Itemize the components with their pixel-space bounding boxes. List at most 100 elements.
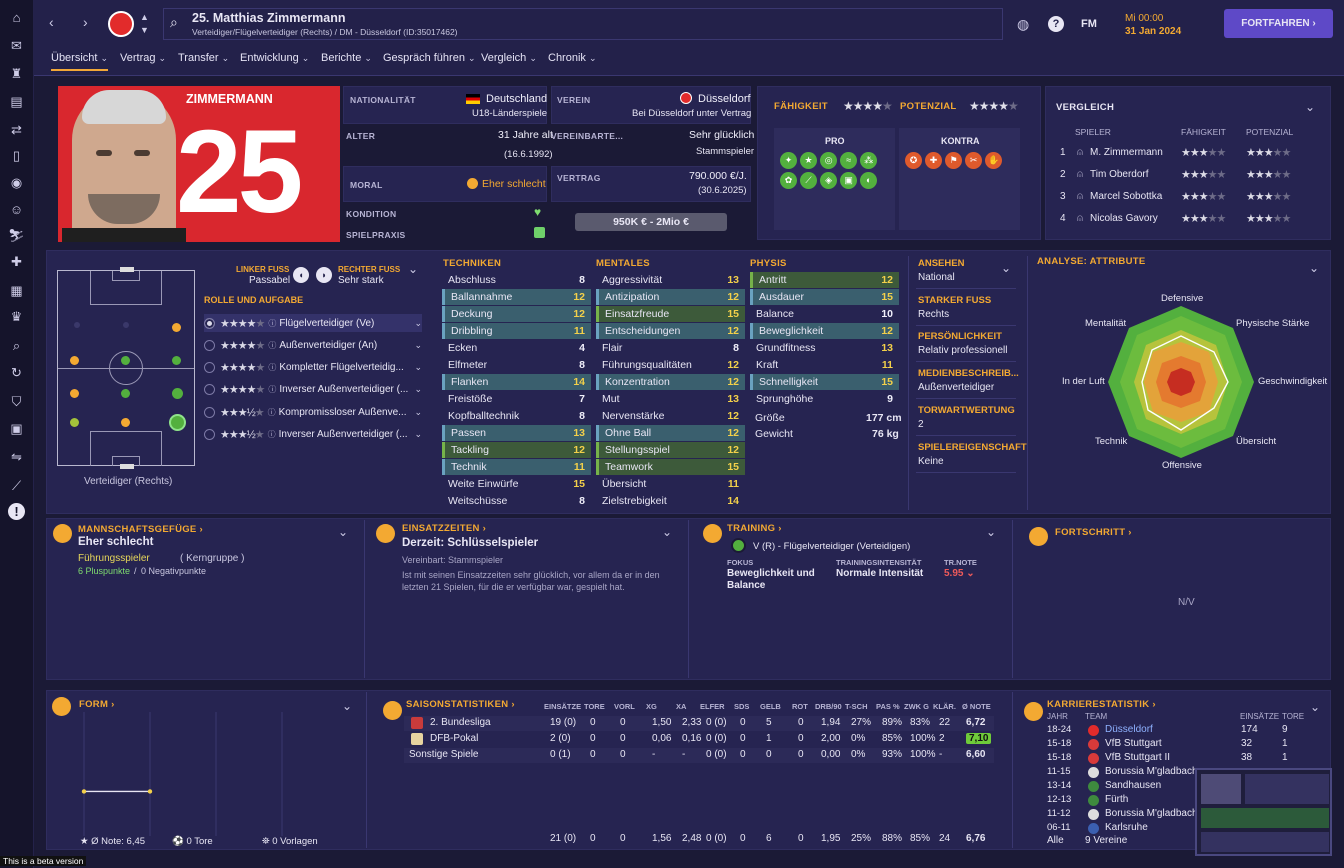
- progress-title[interactable]: FORTSCHRITT ›: [1055, 527, 1132, 538]
- radar-chevron-icon[interactable]: ⌄: [1309, 261, 1320, 275]
- attribute-row[interactable]: Passen 13: [442, 425, 591, 441]
- club-icon[interactable]: ⛉: [11, 394, 22, 409]
- pro-trait-icon[interactable]: ◈: [820, 172, 838, 189]
- pro-trait-icon[interactable]: ◐: [860, 172, 878, 189]
- tab-compare[interactable]: Vergleich ⌄: [481, 52, 537, 64]
- attribute-row[interactable]: Konzentration 12: [596, 374, 745, 390]
- role-option[interactable]: ★★★½★ ⓘ Kompromissloser Außenve... ⌄: [204, 403, 422, 421]
- career-team[interactable]: Karlsruhe: [1105, 822, 1148, 833]
- training-title[interactable]: TRAINING ›: [727, 523, 782, 534]
- forward-icon[interactable]: ›: [83, 14, 88, 30]
- training-chevron-icon[interactable]: ⌄: [986, 525, 997, 539]
- role-option[interactable]: ★★★½★ ⓘ Inverser Außenverteidiger (... ⌄: [204, 426, 422, 444]
- contract-value[interactable]: 790.000 €/J.: [689, 170, 747, 182]
- pro-trait-icon[interactable]: ✦: [780, 152, 797, 169]
- current-position-dot[interactable]: [169, 414, 186, 431]
- scouting-icon[interactable]: ▯: [12, 148, 21, 163]
- compare-player-name[interactable]: Tim Oberdorf: [1090, 169, 1149, 180]
- playtime-title[interactable]: EINSATZZEITEN ›: [402, 523, 487, 534]
- info-chevron-icon[interactable]: ⌄: [1001, 261, 1012, 275]
- role-chevron-icon[interactable]: ⌄: [414, 362, 422, 373]
- career-team[interactable]: VfB Stuttgart II: [1105, 752, 1171, 763]
- position-dot[interactable]: [121, 389, 130, 398]
- back-icon[interactable]: ‹: [49, 14, 54, 30]
- role-radio[interactable]: [204, 362, 215, 374]
- attribute-row[interactable]: Aggressivität 13: [596, 272, 745, 288]
- role-chevron-icon[interactable]: ⌄: [414, 406, 422, 417]
- attribute-row[interactable]: Entscheidungen 12: [596, 323, 745, 339]
- competition-name[interactable]: DFB-Pokal: [430, 733, 479, 744]
- role-radio[interactable]: [204, 384, 215, 396]
- attribute-row[interactable]: Freistöße 7: [442, 391, 591, 407]
- career-team[interactable]: Borussia M'gladbach: [1105, 766, 1198, 777]
- contra-trait-icon[interactable]: ✂: [965, 152, 983, 169]
- attribute-row[interactable]: Abschluss 8: [442, 272, 591, 288]
- form-point[interactable]: [81, 789, 87, 794]
- attribute-row[interactable]: Flair 8: [596, 340, 745, 356]
- attribute-row[interactable]: Antizipation 12: [596, 289, 745, 305]
- football-icon[interactable]: ◍: [1017, 16, 1030, 32]
- career-team[interactable]: Borussia M'gladbach: [1105, 808, 1198, 819]
- attribute-row[interactable]: Ausdauer 15: [750, 289, 899, 305]
- continue-button[interactable]: FORTFAHREN ›: [1224, 9, 1333, 38]
- attribute-row[interactable]: Kopfballtechnik 8: [442, 408, 591, 424]
- role-option[interactable]: ★★★★★ ⓘ Außenverteidiger (An) ⌄: [204, 336, 422, 354]
- tab-history[interactable]: Chronik ⌄: [548, 52, 597, 64]
- form-point[interactable]: [147, 789, 153, 794]
- contra-trait-icon[interactable]: ✪: [905, 152, 922, 169]
- compare-player-name[interactable]: M. Zimmermann: [1090, 147, 1163, 158]
- trophy-icon[interactable]: ♛: [10, 309, 23, 324]
- compare-chevron-icon[interactable]: ⌄: [1305, 100, 1316, 114]
- career-team[interactable]: VfB Stuttgart: [1105, 738, 1162, 749]
- role-radio[interactable]: [204, 339, 215, 351]
- role-radio[interactable]: [204, 406, 215, 418]
- attribute-row[interactable]: Deckung 12: [442, 306, 591, 322]
- pro-trait-icon[interactable]: ▣: [840, 172, 858, 189]
- attribute-row[interactable]: Mut 13: [596, 391, 745, 407]
- info-icon[interactable]: ⓘ: [268, 363, 277, 373]
- reports-icon[interactable]: ▤: [10, 94, 23, 109]
- tab-talk[interactable]: Gespräch führen ⌄: [383, 52, 476, 64]
- tactics-icon[interactable]: ◉: [10, 175, 23, 190]
- contra-trait-icon[interactable]: ✋: [985, 152, 1003, 169]
- attribute-row[interactable]: Sprunghöhe 9: [750, 391, 899, 407]
- compare-player-name[interactable]: Marcel Sobottka: [1090, 191, 1163, 202]
- season-stats-title[interactable]: SAISONSTATISTIKEN ›: [406, 699, 515, 710]
- staff-icon[interactable]: ☺: [9, 202, 24, 217]
- refresh-icon[interactable]: ↻: [11, 365, 22, 380]
- club-value[interactable]: Düsseldorf: [698, 93, 751, 105]
- chevron-down-icon[interactable]: ▼: [140, 25, 149, 35]
- home-icon[interactable]: ⌂: [12, 10, 21, 25]
- attribute-row[interactable]: Technik 11: [442, 459, 591, 475]
- pro-trait-icon[interactable]: ✿: [780, 172, 797, 189]
- competition-name[interactable]: 2. Bundesliga: [430, 717, 491, 728]
- form-title[interactable]: FORM ›: [79, 699, 115, 710]
- playtime-chevron-icon[interactable]: ⌄: [662, 525, 673, 539]
- attribute-row[interactable]: Zielstrebigkeit 14: [596, 493, 745, 509]
- tab-overview[interactable]: Übersicht ⌄: [51, 52, 109, 71]
- preview-thumbnail[interactable]: [1195, 768, 1332, 856]
- pro-trait-icon[interactable]: ◎: [820, 152, 838, 169]
- role-chevron-icon[interactable]: ⌄: [414, 384, 422, 395]
- attribute-row[interactable]: Ecken 4: [442, 340, 591, 356]
- attribute-row[interactable]: Schnelligkeit 15: [750, 374, 899, 390]
- role-option[interactable]: ★★★★★ ⓘ Inverser Außenverteidiger (... ⌄: [204, 381, 422, 399]
- career-chevron-icon[interactable]: ⌄: [1310, 700, 1321, 714]
- info-icon[interactable]: ⓘ: [267, 430, 276, 439]
- career-title[interactable]: KARRIERESTATISTIK ›: [1047, 699, 1156, 710]
- tab-development[interactable]: Entwicklung ⌄: [240, 52, 310, 64]
- position-dot[interactable]: [70, 389, 79, 398]
- team-dynamics-title[interactable]: MANNSCHAFTSGEFÜGE ›: [78, 524, 203, 535]
- attribute-row[interactable]: Grundfitness 13: [750, 340, 899, 356]
- role-option[interactable]: ★★★★★ ⓘ Kompletter Flügelverteidig... ⌄: [204, 359, 422, 377]
- attribute-row[interactable]: Teamwork 15: [596, 459, 745, 475]
- fm-button[interactable]: FM: [1081, 18, 1097, 30]
- info-icon[interactable]: ⓘ: [267, 407, 276, 417]
- pro-trait-icon[interactable]: ⁂: [860, 152, 878, 169]
- attribute-row[interactable]: Kraft 11: [750, 357, 899, 373]
- attribute-row[interactable]: Dribbling 11: [442, 323, 591, 339]
- attribute-row[interactable]: Ohne Ball 12: [596, 425, 745, 441]
- nationality-value[interactable]: Deutschland: [486, 93, 548, 105]
- attribute-row[interactable]: Flanken 14: [442, 374, 591, 390]
- stats-icon[interactable]: ⟋: [11, 478, 22, 493]
